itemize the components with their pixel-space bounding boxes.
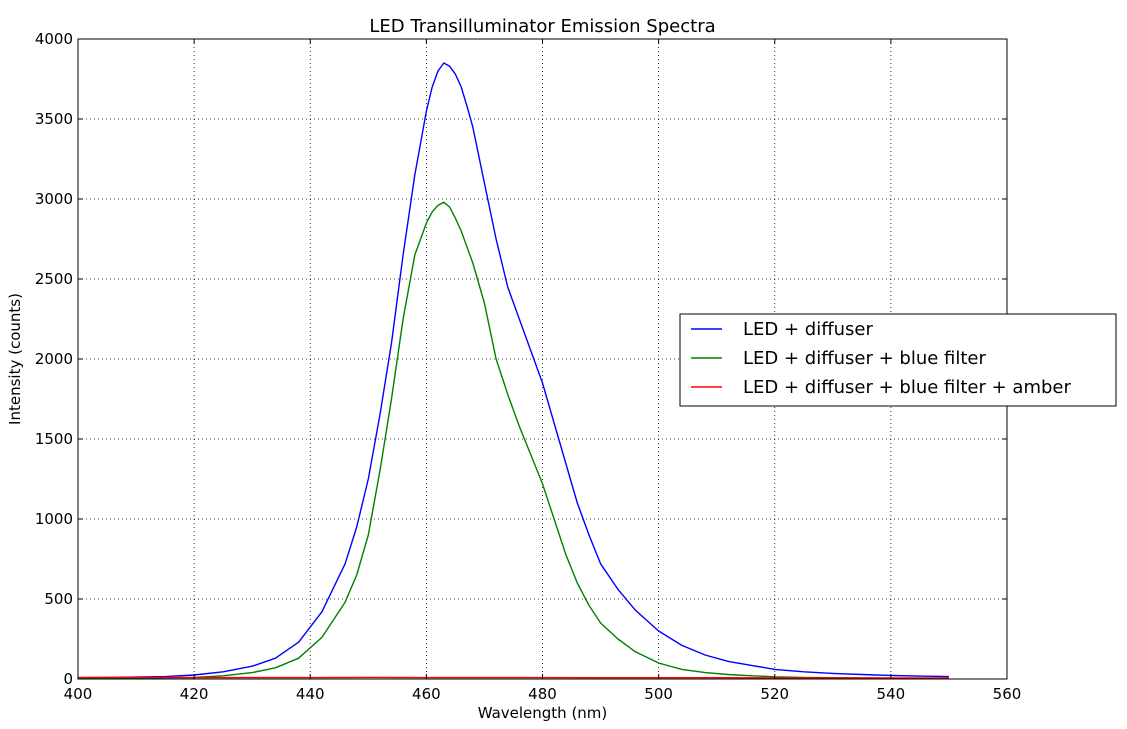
legend-label-2: LED + diffuser + blue filter	[743, 348, 987, 369]
chart-title: LED Transilluminator Emission Spectra	[369, 16, 715, 37]
y-tick-label: 1000	[35, 510, 73, 528]
legend-label-1: LED + diffuser	[743, 319, 873, 340]
x-tick-label: 460	[412, 685, 441, 703]
x-tick-label: 440	[296, 685, 325, 703]
x-tick-label: 400	[64, 685, 93, 703]
y-tick-label: 500	[44, 590, 73, 608]
legend-label-3: LED + diffuser + blue filter + amber	[743, 377, 1071, 398]
x-tick-label: 560	[993, 685, 1022, 703]
y-tick-label: 4000	[35, 30, 73, 48]
y-tick-label: 1500	[35, 430, 73, 448]
y-tick-label: 2500	[35, 270, 73, 288]
series-layer	[77, 62, 949, 680]
series-line-2	[77, 201, 949, 680]
y-tick-label: 0	[63, 670, 73, 688]
x-tick-label: 540	[877, 685, 906, 703]
legend-box	[679, 313, 1117, 407]
x-tick-label: 520	[760, 685, 789, 703]
x-tick-label: 480	[528, 685, 557, 703]
x-tick-label: 420	[180, 685, 209, 703]
series-line-1	[77, 62, 949, 679]
y-tick-label: 3500	[35, 110, 73, 128]
y-axis-label: Intensity (counts)	[6, 293, 24, 425]
y-tick-label: 3000	[35, 190, 73, 208]
x-tick-label: 500	[644, 685, 673, 703]
legend: LED + diffuser LED + diffuser + blue filt…	[679, 313, 1117, 407]
tick-layer: 400 420 440 460 480 500 520 540 560 0 500 1000 1500 2…	[35, 30, 1022, 703]
y-tick-label: 2000	[35, 350, 73, 368]
series-line-3	[78, 676, 949, 679]
x-axis-label: Wavelength (nm)	[478, 704, 608, 722]
